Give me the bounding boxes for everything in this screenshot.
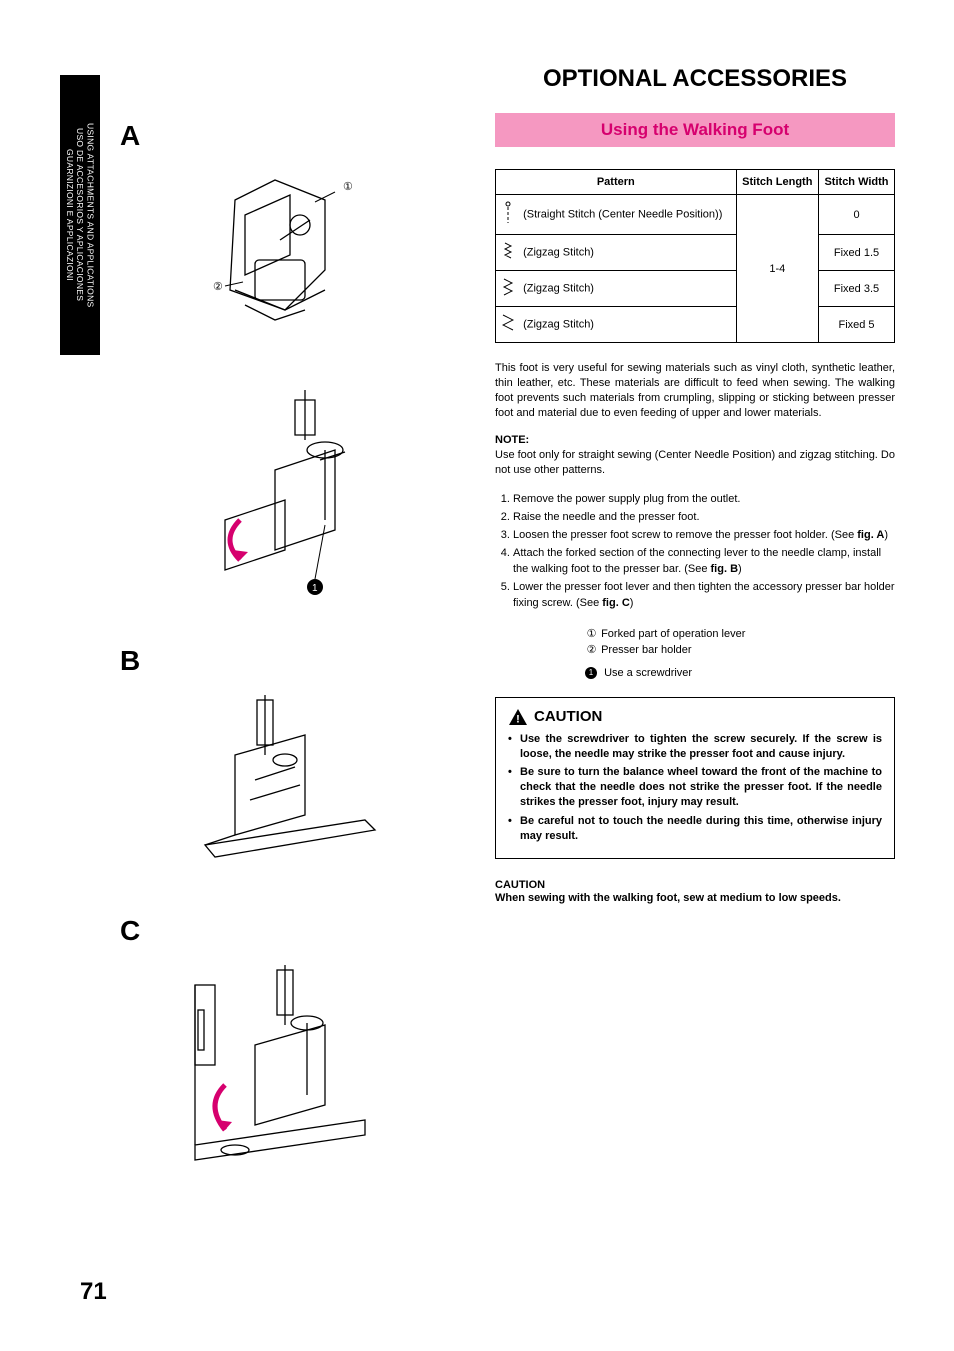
sub-title: Using the Walking Foot xyxy=(601,120,789,139)
fig-mid-svg: 1 xyxy=(165,380,395,605)
zigzag-icon xyxy=(502,241,516,264)
th-length: Stitch Length xyxy=(736,170,818,195)
intro-text: This foot is very useful for sewing mate… xyxy=(495,361,895,420)
steps-list: Remove the power supply plug from the ou… xyxy=(495,492,895,612)
side-tab-text: USING ATTACHMENTS AND APPLICATIONS USO D… xyxy=(65,123,96,307)
fig-a: ① ② xyxy=(120,160,440,340)
step-3: Loosen the presser foot screw to remove … xyxy=(513,528,895,544)
caution-item-2: Be sure to turn the balance wheel toward… xyxy=(508,765,882,810)
bullet-legend: 1 Use a screwdriver xyxy=(585,667,895,679)
warning-icon: ! xyxy=(508,708,528,726)
main-title: OPTIONAL ACCESSORIES xyxy=(495,65,895,93)
fig-b-label: B xyxy=(120,645,440,677)
note-body: Use foot only for straight sewing (Cente… xyxy=(495,448,895,478)
fig-mid: 1 xyxy=(120,380,440,605)
side-tab: USING ATTACHMENTS AND APPLICATIONS USO D… xyxy=(60,75,100,355)
bullet-num-icon: 1 xyxy=(585,667,597,679)
zigzag-icon xyxy=(502,277,516,300)
fig-b-svg xyxy=(165,685,395,875)
fig-a-svg: ① ② xyxy=(175,160,385,340)
fig-c xyxy=(120,955,440,1175)
step-4: Attach the forked section of the connect… xyxy=(513,546,895,578)
fig-c-svg xyxy=(165,955,395,1175)
straight-stitch-icon xyxy=(502,201,516,228)
svg-text:1: 1 xyxy=(312,583,318,594)
fig-b xyxy=(120,685,440,875)
note-header: NOTE: xyxy=(495,434,895,446)
length-merged: 1-4 xyxy=(736,195,818,343)
step-5: Lower the presser foot lever and then ti… xyxy=(513,580,895,612)
sub-title-bar: Using the Walking Foot xyxy=(495,113,895,147)
figures-column: A ① ② xyxy=(120,120,440,1215)
svg-text:①: ① xyxy=(343,181,353,193)
caution2-body: When sewing with the walking foot, sew a… xyxy=(495,891,895,906)
step-1: Remove the power supply plug from the ou… xyxy=(513,492,895,508)
svg-text:!: ! xyxy=(516,713,520,725)
row2-pattern: (Zigzag Stitch) xyxy=(496,271,737,307)
svg-text:②: ② xyxy=(213,281,223,293)
step-2: Raise the needle and the presser foot. xyxy=(513,510,895,526)
caution2-header: CAUTION xyxy=(495,879,895,891)
content-column: OPTIONAL ACCESSORIES Using the Walking F… xyxy=(495,65,895,905)
caution-title: ! CAUTION xyxy=(508,708,882,726)
page-number: 71 xyxy=(80,1278,107,1306)
caution-box: ! CAUTION Use the screwdriver to tighten… xyxy=(495,697,895,859)
legend: ① Forked part of operation lever ② Press… xyxy=(585,626,895,659)
row0-width: 0 xyxy=(819,195,895,235)
th-width: Stitch Width xyxy=(819,170,895,195)
row3-pattern: (Zigzag Stitch) xyxy=(496,307,737,343)
row2-width: Fixed 3.5 xyxy=(819,271,895,307)
zigzag-icon xyxy=(502,313,516,336)
fig-c-label: C xyxy=(120,915,440,947)
th-pattern: Pattern xyxy=(496,170,737,195)
stitch-table: Pattern Stitch Length Stitch Width (Stra… xyxy=(495,169,895,343)
caution-item-3: Be careful not to touch the needle durin… xyxy=(508,814,882,844)
row3-width: Fixed 5 xyxy=(819,307,895,343)
caution-item-1: Use the screwdriver to tighten the screw… xyxy=(508,732,882,762)
row1-pattern: (Zigzag Stitch) xyxy=(496,235,737,271)
row1-width: Fixed 1.5 xyxy=(819,235,895,271)
row0-pattern: (Straight Stitch (Center Needle Position… xyxy=(496,195,737,235)
fig-a-label: A xyxy=(120,120,440,152)
